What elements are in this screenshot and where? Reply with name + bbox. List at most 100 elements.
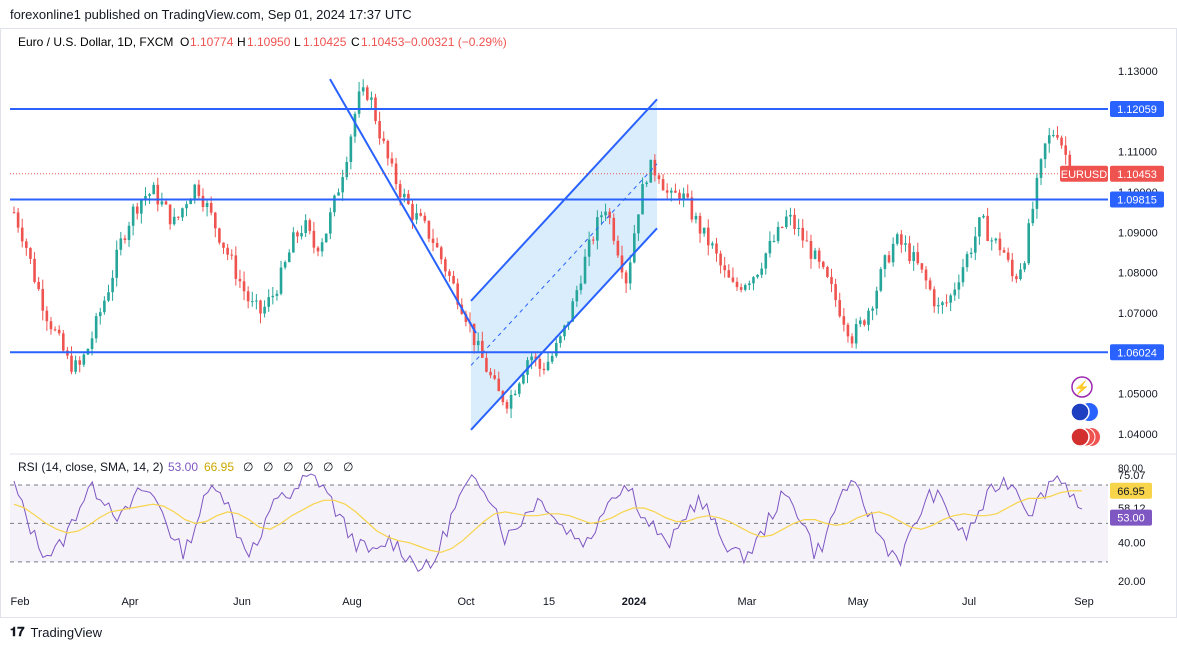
- candle-body: [686, 193, 690, 198]
- candle-body: [337, 192, 340, 196]
- candle-body: [25, 241, 28, 248]
- lightning-icon[interactable]: [1071, 376, 1093, 398]
- candle-body: [546, 361, 550, 371]
- candle-body: [719, 253, 722, 266]
- candle-body: [743, 285, 747, 290]
- candle-body: [57, 329, 61, 334]
- time-tick-label: Feb: [11, 596, 30, 608]
- candle-body: [1039, 159, 1043, 178]
- tradingview-logo-icon[interactable]: 𝟏𝟕: [10, 624, 25, 639]
- price-tick-label: 1.09000: [1118, 227, 1158, 239]
- candle-body: [98, 312, 102, 317]
- candle-body: [275, 293, 279, 296]
- candle-body: [900, 234, 903, 245]
- candle-body: [554, 343, 558, 356]
- us-flag-icon[interactable]: [1070, 427, 1090, 447]
- candle-body: [657, 175, 661, 180]
- footer: 𝟏𝟕 TradingView: [10, 624, 102, 640]
- candle-body: [904, 243, 907, 245]
- time-tick-label: Mar: [738, 596, 757, 608]
- candle-body: [965, 253, 969, 268]
- candle-body: [941, 302, 944, 306]
- candle-body: [242, 281, 246, 292]
- candle-body: [156, 184, 160, 205]
- candle-body: [452, 275, 455, 284]
- candle-body: [821, 261, 825, 268]
- candle-body: [279, 267, 283, 294]
- time-tick-label: Aug: [342, 596, 362, 608]
- candle-body: [801, 227, 805, 241]
- candle-body: [123, 238, 127, 240]
- legend-open-label: O: [180, 35, 189, 49]
- candle-body: [33, 258, 36, 282]
- candle-body: [1027, 223, 1031, 264]
- candle-body: [867, 310, 870, 325]
- rsi-band: [10, 484, 1108, 562]
- candle-body: [665, 190, 669, 193]
- time-tick-label: Sep: [1074, 596, 1094, 608]
- candle-body: [637, 214, 640, 234]
- candle-body: [912, 252, 915, 262]
- candle-body: [1064, 145, 1067, 155]
- candle-body: [908, 243, 911, 262]
- candle-body: [772, 240, 776, 242]
- time-tick-label: 15: [543, 596, 555, 608]
- candle-body: [448, 271, 451, 276]
- candle-body: [961, 267, 965, 283]
- candle-body: [690, 197, 694, 220]
- candle-body: [682, 193, 685, 200]
- candle-body: [263, 306, 266, 314]
- candle-body: [456, 283, 459, 305]
- candle-body: [144, 195, 147, 200]
- price-level-badge: [1110, 101, 1164, 118]
- candle-body: [550, 355, 554, 362]
- candle-body: [780, 226, 784, 228]
- legend-low: 1.10425: [303, 35, 347, 49]
- candle-body: [739, 287, 743, 290]
- candle-body: [53, 329, 57, 331]
- candle-body: [320, 242, 324, 252]
- candle-body: [513, 393, 517, 395]
- candle-body: [333, 195, 336, 213]
- rsi-tick-label: 40.00: [1118, 538, 1146, 550]
- rsi-line: [13, 473, 1083, 573]
- candle-body: [493, 375, 496, 379]
- channel-lower-line[interactable]: [470, 227, 658, 431]
- candle-body: [353, 113, 357, 137]
- candle-body: [575, 290, 579, 302]
- candle-series: [12, 79, 1080, 419]
- candle-body: [148, 194, 151, 196]
- tradingview-wordmark[interactable]: TradingView: [30, 624, 103, 640]
- candle-body: [201, 195, 205, 207]
- candle-body: [1052, 135, 1055, 137]
- rsi-legend-value: 53.00: [168, 460, 198, 474]
- candle-body: [883, 255, 887, 270]
- candle-body: [189, 199, 192, 205]
- rsi-ma-badge: [1110, 482, 1152, 499]
- candle-body: [304, 220, 307, 234]
- candle-body: [111, 277, 114, 293]
- candle-body: [20, 227, 24, 242]
- candle-body: [485, 357, 488, 372]
- legend-symbol: Euro / U.S. Dollar, 1D, FXCM: [18, 35, 173, 49]
- candle-body: [986, 215, 989, 241]
- candle-body: [785, 216, 788, 228]
- candle-body: [444, 259, 447, 272]
- candle-body: [378, 121, 381, 139]
- candle-body: [205, 202, 209, 207]
- rsi-tick-label: 20.00: [1118, 576, 1146, 588]
- downtrend-line[interactable]: [329, 78, 477, 334]
- candle-body: [349, 136, 353, 162]
- candle-body: [127, 225, 131, 240]
- candle-body: [226, 247, 229, 255]
- candle-body: [858, 320, 862, 325]
- candle-body: [932, 289, 936, 307]
- candle-body: [287, 252, 291, 263]
- candle-body: [82, 354, 86, 365]
- candle-body: [238, 278, 242, 282]
- candle-body: [805, 240, 809, 242]
- candle-body: [419, 213, 423, 216]
- candle-body: [591, 239, 595, 241]
- eu-flag-icon[interactable]: [1070, 402, 1090, 422]
